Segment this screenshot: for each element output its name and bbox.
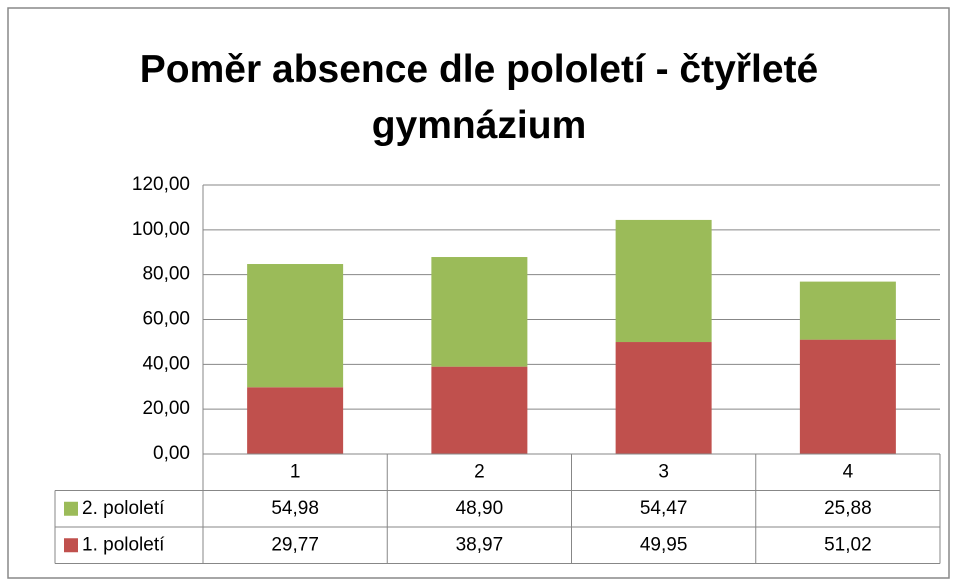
y-tick-label: 20,00	[142, 398, 190, 419]
data-label: 38,97	[456, 534, 504, 555]
bar-segment	[247, 387, 344, 454]
data-label: 49,95	[640, 534, 688, 555]
y-tick-label: 40,00	[142, 353, 190, 374]
data-label: 25,88	[824, 498, 872, 519]
x-tick-label: 2	[474, 461, 485, 482]
bar-segment	[799, 339, 896, 454]
data-label: 29,77	[271, 534, 319, 555]
data-label: 54,47	[640, 498, 688, 519]
data-label: 51,02	[824, 534, 872, 555]
chart-title: Poměr absence dle pololetí - čtyřleté gy…	[139, 48, 819, 147]
legend-key	[64, 501, 78, 516]
bar-segment	[431, 366, 528, 454]
data-label: 54,98	[271, 498, 319, 519]
legend-label: 1. pololetí	[82, 534, 165, 555]
y-tick-label: 60,00	[142, 309, 190, 330]
y-tick-label: 0,00	[153, 443, 190, 464]
x-tick-label: 1	[290, 461, 301, 482]
legend-label: 2. pololetí	[82, 498, 165, 519]
bar-segment	[615, 342, 712, 454]
y-tick-label: 80,00	[142, 264, 190, 285]
x-tick-label: 4	[843, 461, 854, 482]
bar-segment	[431, 257, 528, 367]
x-tick-label: 3	[658, 461, 669, 482]
data-label: 48,90	[456, 498, 504, 519]
bar-segment	[615, 219, 712, 343]
bar-segment	[799, 281, 896, 340]
y-tick-label: 100,00	[132, 219, 190, 240]
bar-segment	[247, 264, 344, 388]
y-tick-label: 120,00	[132, 174, 190, 195]
legend-key	[64, 538, 78, 553]
